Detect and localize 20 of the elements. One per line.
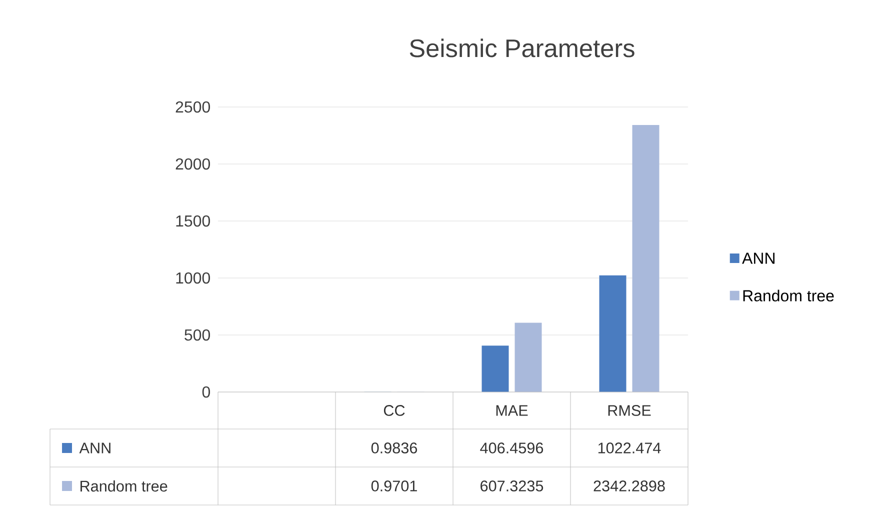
data-label: 0.9701: [371, 480, 417, 492]
x-tick-label: RMSE: [608, 405, 651, 416]
data-label: 0.9836: [371, 442, 418, 454]
legend-label: Random tree: [743, 290, 834, 302]
legend-label: ANN: [742, 252, 774, 264]
y-tick-label: 2500: [176, 101, 210, 113]
data-label: 2342.2898: [594, 480, 665, 492]
data-label: 406.4596: [480, 442, 544, 454]
y-tick-label: 2000: [176, 158, 210, 170]
text: ANN: [79, 442, 110, 454]
x-tick-label: CC: [384, 405, 405, 416]
text: Random tree: [80, 480, 168, 492]
y-tick-label: 1500: [176, 215, 210, 227]
data-label: 607.3235: [480, 480, 544, 492]
data-label: 1022.474: [598, 442, 661, 454]
x-tick-label: MAE: [496, 405, 528, 416]
y-tick-label: 1000: [176, 272, 210, 284]
y-tick-label: 500: [184, 329, 210, 341]
y-tick-label: 0: [202, 386, 210, 398]
chart-title: Seismic Parameters: [410, 38, 634, 58]
